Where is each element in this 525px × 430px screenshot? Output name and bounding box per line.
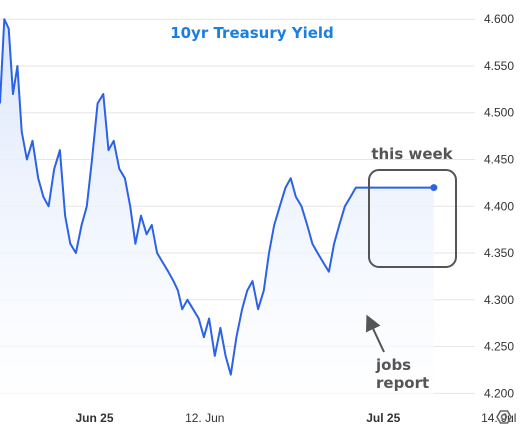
line-layer	[0, 18, 438, 376]
y-tick-label: 4.600	[484, 12, 514, 26]
y-tick-label: 4.300	[484, 293, 514, 307]
gear-icon[interactable]	[496, 410, 512, 424]
y-tick-label: 4.550	[484, 59, 514, 73]
y-tick-label: 4.350	[484, 246, 514, 260]
x-tick-label: Jun 25	[75, 411, 113, 425]
y-axis-ticks: 4.200 4.250 4.300 4.350 4.400 4.450 4.500 4.550…	[484, 12, 514, 400]
y-tick-label: 4.200	[484, 386, 514, 400]
x-axis-ticks: Jun 25 12. Jun Jul 25 14. Jul	[75, 411, 516, 425]
highlight-box	[368, 169, 457, 268]
series-line	[0, 18, 434, 376]
series-area	[0, 19, 434, 398]
annotation-this-week: this week	[371, 145, 453, 163]
y-tick-label: 4.400	[484, 199, 514, 213]
y-tick-label: 4.500	[484, 106, 514, 120]
y-tick-label: 4.250	[484, 340, 514, 354]
y-tick-label: 4.450	[484, 153, 514, 167]
annotation-arrow	[366, 314, 385, 353]
chart-title: 10yr Treasury Yield	[170, 24, 334, 42]
area-layer	[0, 19, 434, 398]
x-tick-label: Jul 25	[366, 411, 400, 425]
last-point	[430, 184, 438, 192]
annotation-report: report	[376, 374, 429, 392]
annotation-jobs: jobs	[375, 356, 411, 374]
x-tick-label: 12. Jun	[185, 411, 224, 425]
